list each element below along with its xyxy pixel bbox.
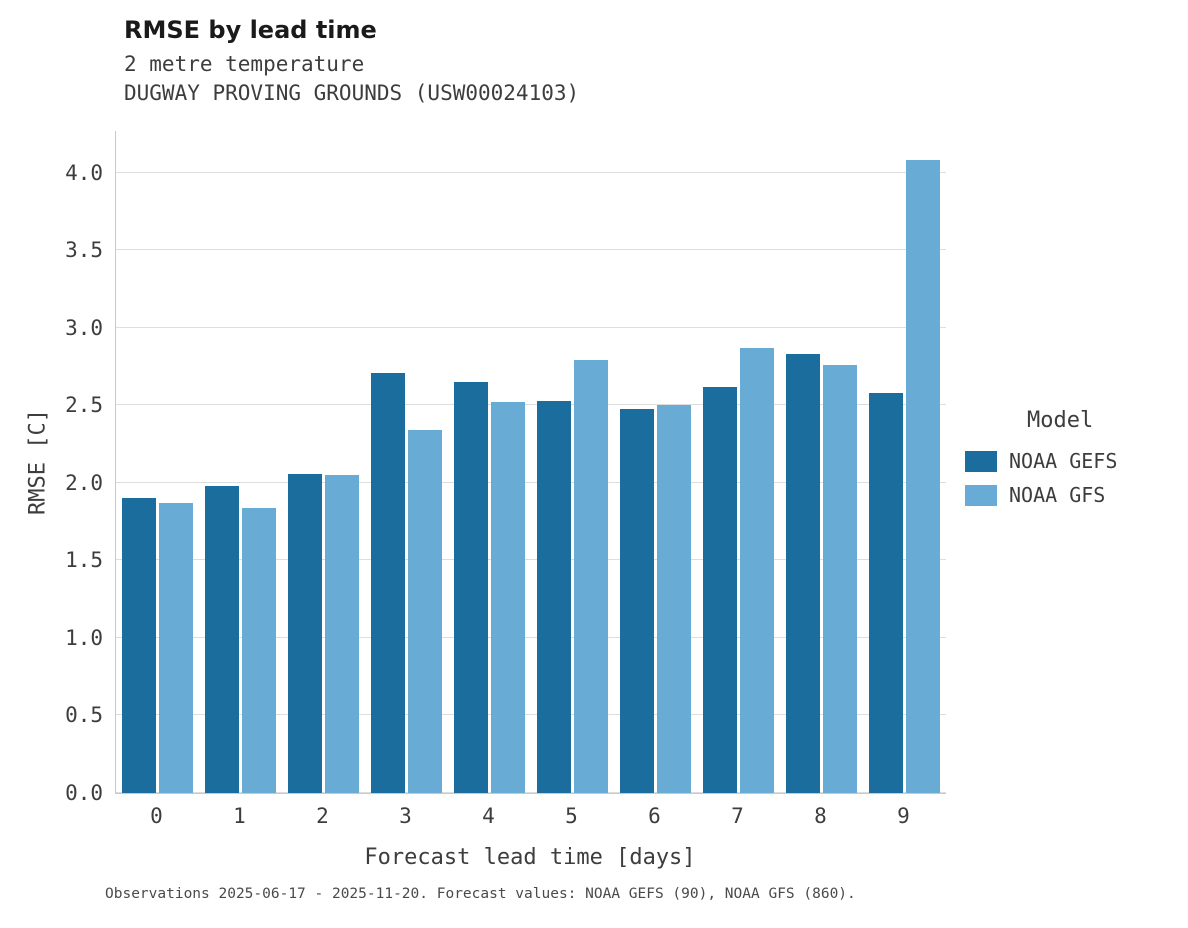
bar-noaa-gefs-lead-1 xyxy=(205,486,239,793)
bar-noaa-gfs-lead-7 xyxy=(740,348,774,793)
bar-noaa-gefs-lead-2 xyxy=(288,473,322,793)
y-tick-label: 4.0 xyxy=(65,160,103,185)
bar-group-lead-8 xyxy=(780,131,863,793)
y-tick-label: 3.0 xyxy=(65,315,103,340)
bar-noaa-gefs-lead-5 xyxy=(537,400,571,793)
bar-noaa-gefs-lead-9 xyxy=(869,393,903,793)
bar-noaa-gfs-lead-3 xyxy=(408,430,442,793)
bar-noaa-gefs-lead-4 xyxy=(454,382,488,793)
gridline xyxy=(116,792,946,793)
gridline xyxy=(116,714,946,716)
x-tick-label: 1 xyxy=(233,804,246,828)
bar-noaa-gfs-lead-6 xyxy=(657,405,691,793)
legend-swatch-noaa-gefs xyxy=(965,450,997,472)
gridline xyxy=(116,404,946,406)
gridline xyxy=(116,636,946,638)
bar-noaa-gfs-lead-9 xyxy=(906,160,940,793)
bar-noaa-gfs-lead-1 xyxy=(242,507,276,793)
footer-caption: Observations 2025-06-17 - 2025-11-20. Fo… xyxy=(105,886,856,902)
bar-group-lead-7 xyxy=(697,131,780,793)
y-tick-label: 0.0 xyxy=(65,781,103,805)
legend-entry-noaa-gfs: NOAA GFS xyxy=(965,483,1185,507)
x-tick-label: 4 xyxy=(482,804,495,828)
bar-noaa-gfs-lead-2 xyxy=(325,475,359,793)
gridline xyxy=(116,559,946,561)
legend-title: Model xyxy=(1027,408,1094,433)
chart-title: RMSE by lead time xyxy=(124,16,377,44)
x-axis-tick-labels: 0 1 2 3 4 5 6 7 8 9 xyxy=(115,804,945,828)
gridline xyxy=(116,481,946,483)
bar-noaa-gfs-lead-0 xyxy=(159,503,193,793)
bar-noaa-gfs-lead-8 xyxy=(823,365,857,793)
legend-label-noaa-gefs: NOAA GEFS xyxy=(1009,449,1118,473)
chart-subtitle-station: DUGWAY PROVING GROUNDS (USW00024103) xyxy=(124,81,580,105)
bar-noaa-gefs-lead-8 xyxy=(786,354,820,793)
x-tick-label: 2 xyxy=(316,804,329,828)
x-tick-label: 6 xyxy=(648,804,661,828)
bar-group-lead-3 xyxy=(365,131,448,793)
y-tick-label: 3.5 xyxy=(65,238,103,263)
bar-group-lead-0 xyxy=(116,131,199,793)
gridline xyxy=(116,249,946,251)
x-tick-label: 5 xyxy=(565,804,578,828)
bar-noaa-gfs-lead-4 xyxy=(491,402,525,793)
y-tick-label: 2.5 xyxy=(65,393,103,418)
bar-group-lead-2 xyxy=(282,131,365,793)
bar-group-lead-9 xyxy=(863,131,946,793)
legend: Model NOAA GEFS NOAA GFS xyxy=(965,408,1185,517)
bar-group-lead-5 xyxy=(531,131,614,793)
gridline xyxy=(116,171,946,173)
x-tick-label: 0 xyxy=(150,804,163,828)
x-tick-label: 9 xyxy=(897,804,910,828)
legend-swatch-noaa-gfs xyxy=(965,484,997,506)
bar-noaa-gefs-lead-0 xyxy=(122,498,156,793)
bar-group-lead-6 xyxy=(614,131,697,793)
chart-subtitle-variable: 2 metre temperature xyxy=(124,52,365,76)
x-tick-label: 7 xyxy=(731,804,744,828)
bar-noaa-gefs-lead-3 xyxy=(371,372,405,793)
legend-entry-noaa-gefs: NOAA GEFS xyxy=(965,449,1185,473)
bar-group-lead-1 xyxy=(199,131,282,793)
bar-noaa-gfs-lead-5 xyxy=(574,360,608,793)
x-tick-label: 3 xyxy=(399,804,412,828)
y-tick-label: 2.0 xyxy=(65,470,103,495)
bar-noaa-gefs-lead-7 xyxy=(703,386,737,793)
legend-label-noaa-gfs: NOAA GFS xyxy=(1009,483,1106,507)
x-axis-label: Forecast lead time [days] xyxy=(364,845,696,870)
y-tick-label: 1.5 xyxy=(65,548,103,573)
gridline xyxy=(116,326,946,328)
bar-noaa-gefs-lead-6 xyxy=(620,408,654,793)
plot-area xyxy=(115,131,946,794)
x-tick-label: 8 xyxy=(814,804,827,828)
y-tick-label: 0.5 xyxy=(65,703,103,728)
bar-group-lead-4 xyxy=(448,131,531,793)
y-axis-tick-labels: 0.0 0.5 1.0 1.5 2.0 2.5 3.0 3.5 4.0 xyxy=(0,131,103,805)
y-tick-label: 1.0 xyxy=(65,625,103,650)
